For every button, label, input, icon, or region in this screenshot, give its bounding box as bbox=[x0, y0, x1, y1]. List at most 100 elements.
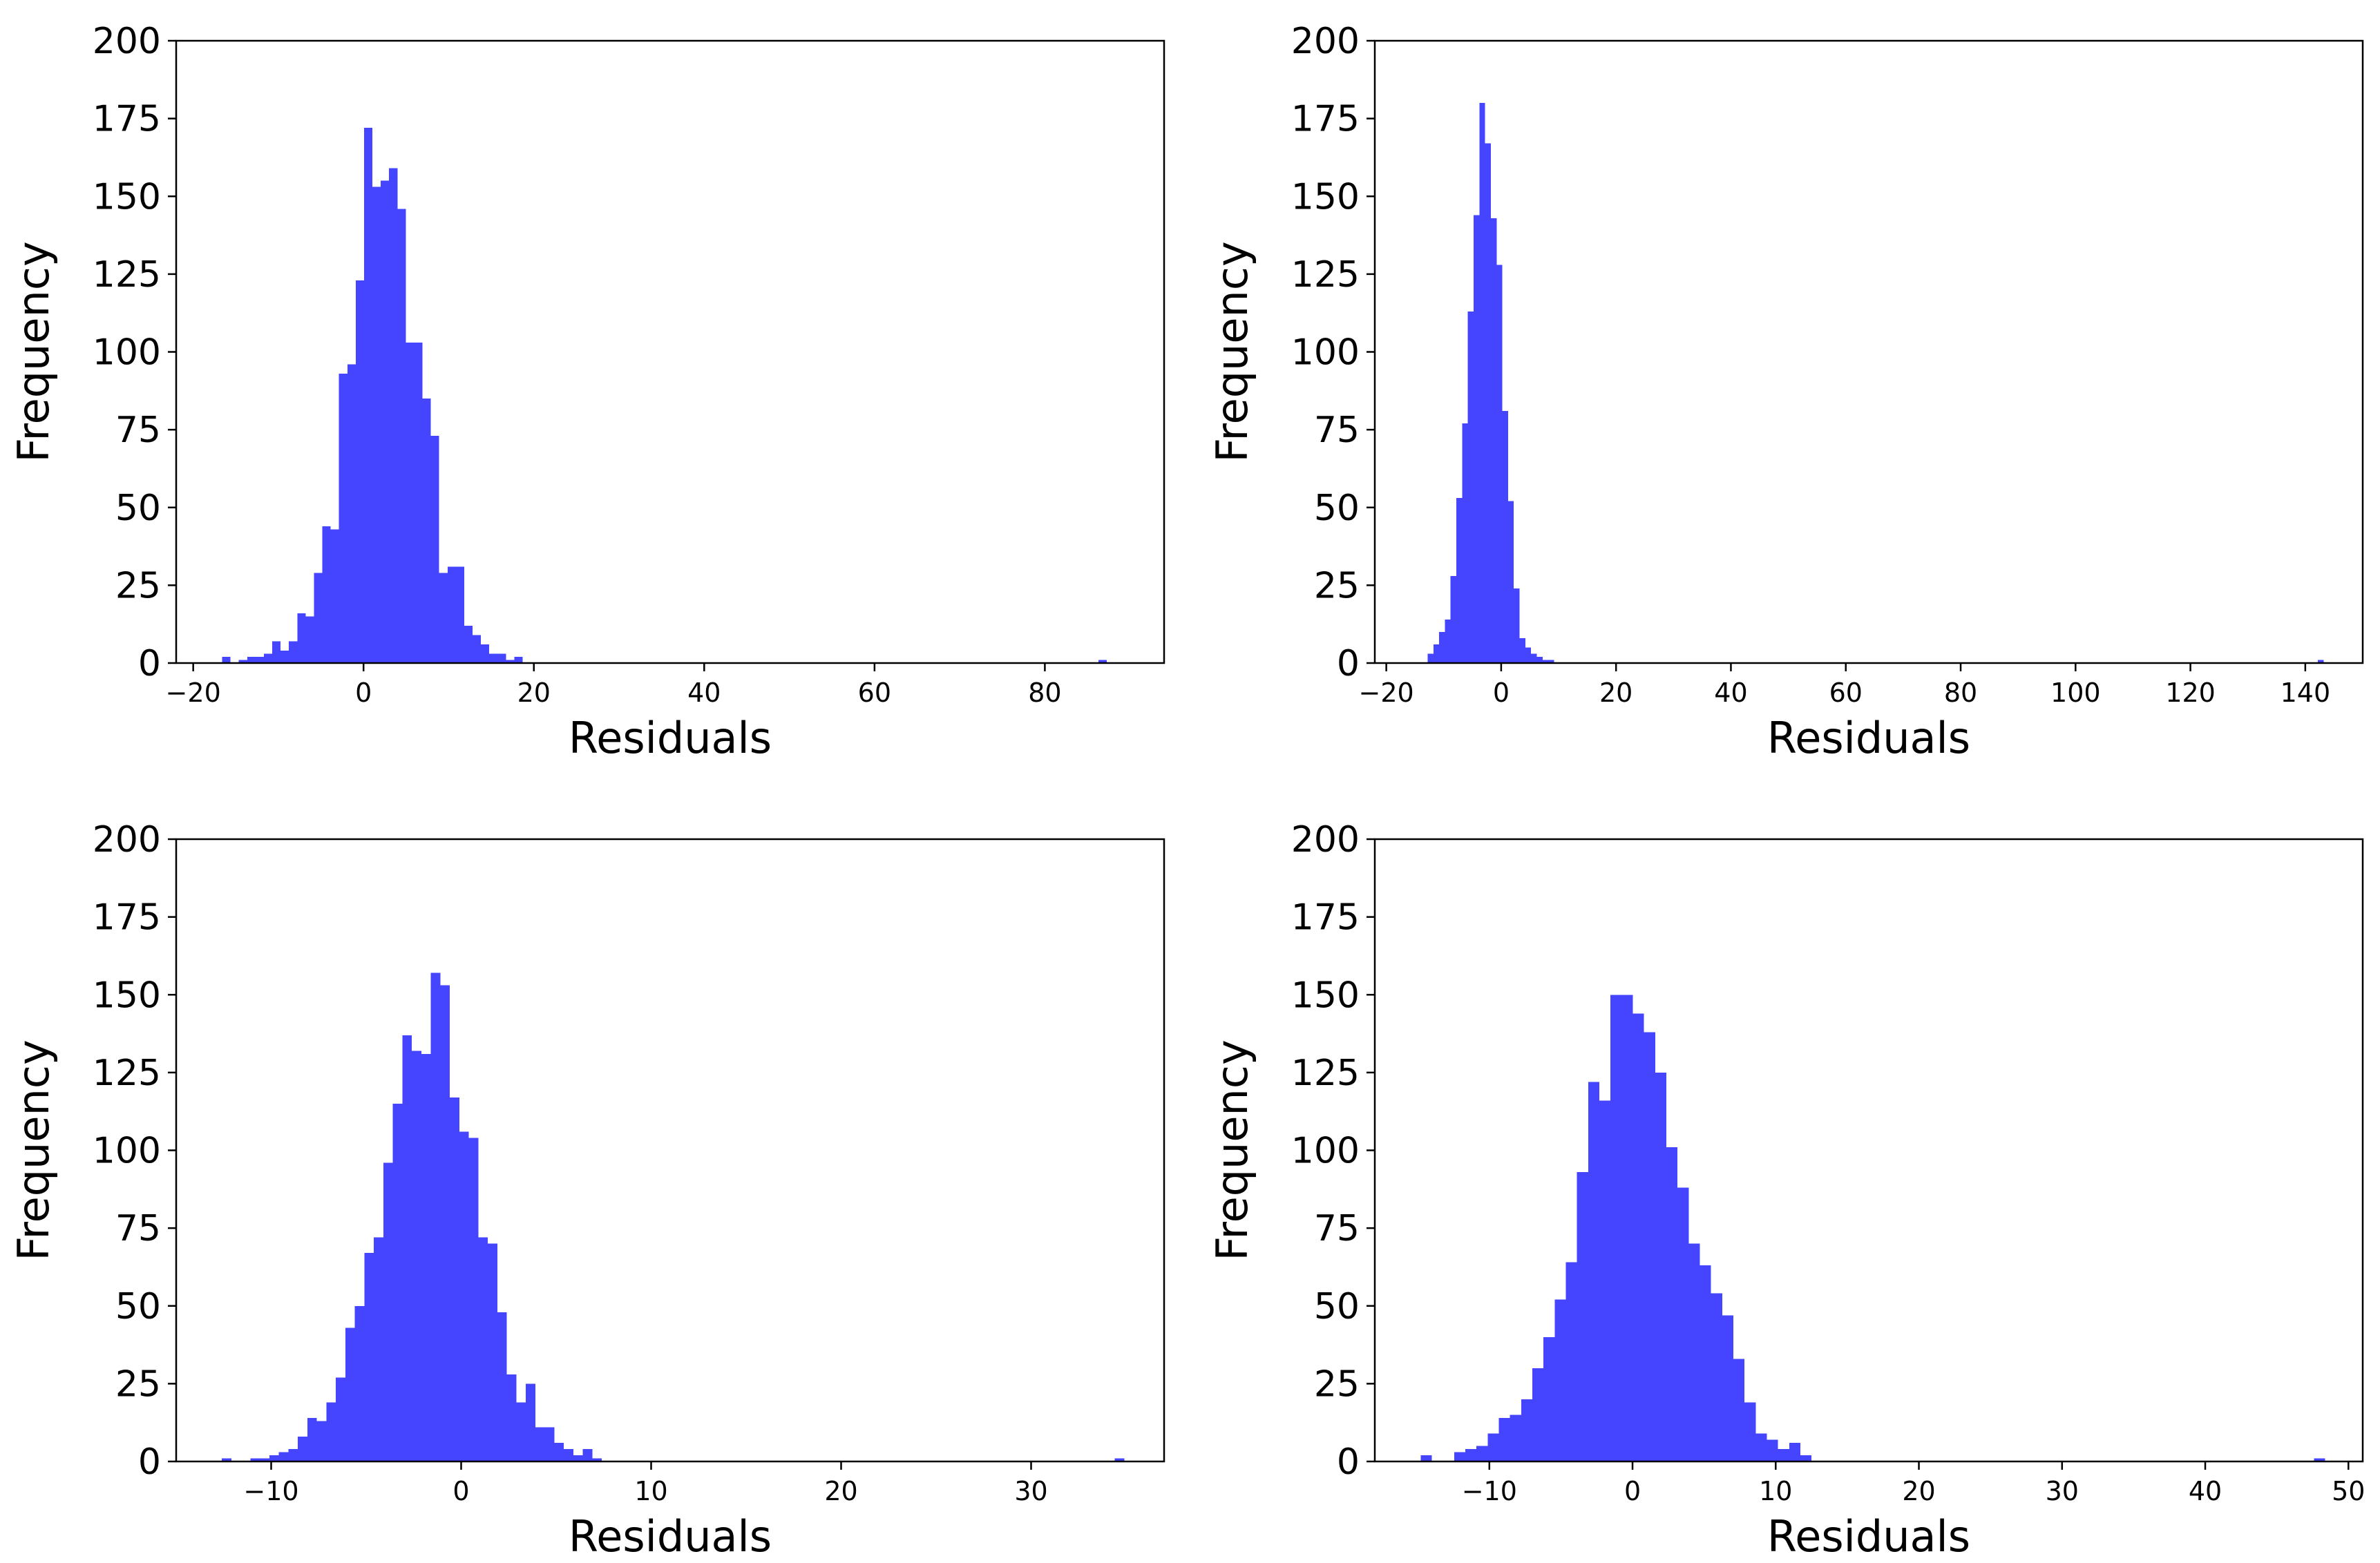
histogram-bar bbox=[1490, 218, 1497, 663]
histogram-bar bbox=[1610, 995, 1622, 1461]
histogram-bar bbox=[1531, 653, 1537, 663]
histogram-bar bbox=[564, 1448, 573, 1461]
y-tick-label: 150 bbox=[93, 176, 161, 218]
histogram-bar bbox=[1507, 501, 1514, 663]
x-tick-label: 40 bbox=[1714, 678, 1747, 708]
histogram-bar bbox=[1525, 647, 1532, 663]
histogram-bar bbox=[478, 1237, 488, 1461]
histogram-bar bbox=[481, 644, 490, 663]
y-tick-label: 50 bbox=[115, 488, 161, 529]
x-tick-label: 30 bbox=[2046, 1476, 2079, 1506]
histogram-bar bbox=[1711, 1293, 1722, 1461]
histogram-bar bbox=[506, 660, 515, 663]
histogram-bar bbox=[389, 168, 398, 663]
x-tick-label: 120 bbox=[2165, 678, 2216, 708]
y-tick-label: 75 bbox=[115, 410, 161, 451]
x-tick-label: 0 bbox=[1493, 678, 1510, 708]
histogram-bar bbox=[330, 529, 339, 663]
histogram-bar bbox=[1479, 103, 1485, 664]
histogram-bottom-left: 0 25 50 75 100 125 150 175 200 −10 0 10 20 30 Residual… bbox=[8, 819, 1165, 1562]
histogram-bar bbox=[1733, 1359, 1745, 1461]
histogram-bar bbox=[414, 342, 423, 663]
histogram-bar bbox=[397, 209, 406, 663]
histogram-bar bbox=[298, 1436, 307, 1461]
x-tick-label: 20 bbox=[1599, 678, 1632, 708]
x-tick-label: 140 bbox=[2281, 678, 2331, 708]
histogram-bar bbox=[1514, 588, 1520, 663]
y-tick-label: 125 bbox=[93, 254, 161, 296]
histogram-bar bbox=[1098, 660, 1107, 663]
x-tick-label: 60 bbox=[858, 678, 891, 708]
histogram-bar bbox=[430, 436, 439, 663]
histogram-bar bbox=[497, 653, 506, 663]
y-tick-label: 25 bbox=[1314, 1363, 1360, 1405]
y-axis-label: Frequency bbox=[8, 1039, 59, 1260]
histogram-bar bbox=[278, 1452, 289, 1461]
y-tick-label: 0 bbox=[1337, 1441, 1360, 1483]
histogram-bar bbox=[440, 985, 450, 1461]
axes-frame bbox=[175, 838, 1165, 1463]
histogram-bar bbox=[381, 180, 390, 664]
x-tick-label: 100 bbox=[2050, 678, 2101, 708]
x-tick-label: 0 bbox=[1624, 1476, 1641, 1506]
histogram-bar bbox=[1498, 1417, 1510, 1461]
y-tick-label: 50 bbox=[1314, 488, 1360, 529]
histogram-bar bbox=[473, 635, 482, 663]
x-axis-label: Residuals bbox=[569, 713, 772, 763]
y-tick-label: 200 bbox=[1291, 21, 1360, 62]
x-tick-label: 40 bbox=[2189, 1476, 2222, 1506]
axes-frame bbox=[1373, 39, 2364, 664]
histogram-bar bbox=[374, 1237, 383, 1461]
y-tick-label: 125 bbox=[1291, 254, 1360, 296]
histogram-bar bbox=[514, 656, 523, 663]
histogram-bars bbox=[222, 128, 1107, 664]
histogram-bar bbox=[430, 972, 441, 1461]
histogram-bar bbox=[1462, 423, 1468, 663]
histogram-bar bbox=[307, 1417, 317, 1461]
y-tick-label: 25 bbox=[1314, 565, 1360, 606]
histogram-bar bbox=[345, 1327, 355, 1461]
histogram-bar bbox=[272, 641, 281, 663]
histogram-bar bbox=[305, 616, 314, 663]
y-tick-label: 100 bbox=[1291, 332, 1360, 374]
y-tick-label: 150 bbox=[1291, 176, 1360, 218]
histogram-bar bbox=[1450, 575, 1457, 663]
histogram-bar bbox=[1476, 1446, 1488, 1461]
histogram-bar bbox=[2318, 660, 2324, 663]
x-tick-label: 50 bbox=[2332, 1476, 2365, 1506]
histogram-bar bbox=[1496, 265, 1503, 663]
histogram-bar bbox=[336, 1377, 345, 1461]
histogram-bar bbox=[1510, 1415, 1521, 1461]
histogram-bar bbox=[1502, 411, 1508, 663]
histogram-bar bbox=[1454, 1452, 1465, 1461]
y-tick-label: 200 bbox=[1291, 819, 1360, 861]
histogram-bar bbox=[412, 1051, 421, 1461]
histogram-bars bbox=[1427, 103, 2324, 664]
histogram-bar bbox=[1427, 653, 1434, 663]
histogram-bar bbox=[222, 1458, 231, 1461]
histogram-bar bbox=[1755, 1433, 1767, 1461]
histogram-bar bbox=[450, 1097, 459, 1461]
histogram-bar bbox=[1521, 1399, 1532, 1461]
histogram-bar bbox=[402, 1035, 412, 1461]
x-tick-label: 80 bbox=[1028, 678, 1061, 708]
y-axis-label: Frequency bbox=[1207, 1039, 1257, 1260]
histogram-bar bbox=[1632, 1013, 1644, 1461]
x-tick-label: −10 bbox=[243, 1476, 298, 1506]
histogram-bar bbox=[364, 1253, 374, 1461]
histogram-bar bbox=[592, 1458, 602, 1461]
histogram-bars bbox=[1420, 995, 2325, 1462]
histogram-bars bbox=[222, 972, 1125, 1462]
histogram-bar bbox=[1677, 1187, 1689, 1461]
histogram-bar bbox=[1465, 1448, 1477, 1461]
y-tick-label: 175 bbox=[93, 99, 161, 140]
histogram-bar bbox=[1700, 1265, 1711, 1461]
histogram-bar bbox=[1474, 215, 1480, 663]
x-axis-label: Residuals bbox=[1767, 1511, 1970, 1562]
histogram-bar bbox=[354, 1305, 365, 1461]
histogram-bar bbox=[1588, 1082, 1599, 1461]
x-tick-label: 10 bbox=[634, 1476, 667, 1506]
